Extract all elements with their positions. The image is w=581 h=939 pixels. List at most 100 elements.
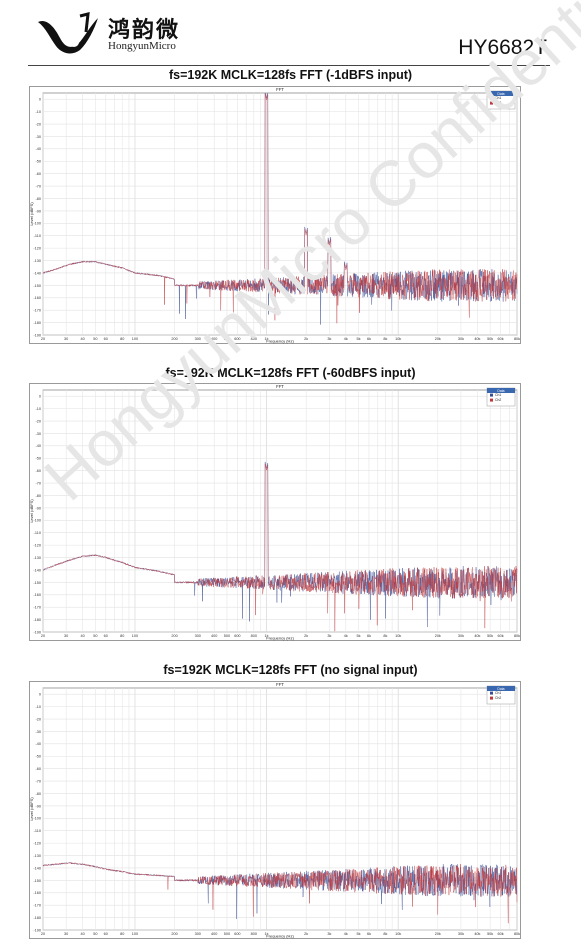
fft-chart-1: 0 -10 -20 -30 -40 -50 -60 -70 -80 -90 -100 -110 -120… — [29, 86, 521, 344]
y-tick-label: -60 — [36, 172, 42, 176]
legend-title: Data — [497, 687, 504, 691]
x-tick-label: 50 — [93, 337, 97, 341]
y-tick-label: -180 — [33, 916, 41, 920]
y-tick-label: -10 — [36, 110, 42, 114]
x-tick-label: 100 — [132, 634, 138, 638]
y-tick-label: -180 — [33, 618, 41, 622]
y-axis-label: Level (dBFS) — [29, 202, 34, 226]
x-tick-label: 80 — [120, 337, 124, 341]
y-tick-label: -10 — [36, 407, 42, 411]
series-line-ch1 — [42, 92, 518, 325]
x-tick-label: 20k — [435, 634, 441, 638]
y-tick-label: -80 — [36, 792, 42, 796]
x-tick-label: 80k — [514, 337, 520, 341]
x-tick-label: 50 — [93, 634, 97, 638]
y-tick-label: -70 — [36, 184, 42, 188]
y-tick-label: -30 — [36, 135, 42, 139]
x-tick-label: 600 — [234, 337, 240, 341]
y-tick-label: -50 — [36, 755, 42, 759]
x-tick-label: 600 — [234, 634, 240, 638]
y-tick-label: -130 — [33, 259, 41, 263]
x-tick-label: 50k — [487, 932, 493, 936]
plot-area — [42, 389, 518, 633]
y-tick-label: -90 — [36, 804, 42, 808]
y-tick-label: -30 — [36, 730, 42, 734]
x-tick-label: 200 — [171, 932, 177, 936]
x-tick-label: 20 — [41, 634, 45, 638]
x-tick-label: 3k — [327, 337, 331, 341]
legend-swatch-ch1 — [490, 393, 493, 397]
x-tick-label: 60 — [104, 634, 108, 638]
y-tick-label: -190 — [33, 333, 41, 337]
y-tick-label: -20 — [36, 717, 42, 721]
legend-label-ch1: Ch1 — [495, 96, 501, 100]
y-tick-label: -110 — [34, 234, 41, 238]
plot-area — [42, 687, 518, 931]
y-tick-label: -100 — [33, 817, 41, 821]
x-tick-label: 400 — [211, 634, 217, 638]
y-tick-label: -170 — [33, 904, 41, 908]
y-tick-label: -180 — [33, 321, 41, 325]
legend-label-ch2: Ch2 — [495, 398, 501, 402]
y-tick-label: -50 — [36, 160, 42, 164]
x-tick-label: 100 — [132, 932, 138, 936]
x-tick-label: 500 — [224, 337, 230, 341]
y-tick-label: -190 — [33, 630, 41, 634]
header-divider — [28, 65, 550, 66]
x-tick-label: 60k — [497, 634, 503, 638]
x-tick-label: 800 — [251, 634, 257, 638]
y-tick-label: 0 — [39, 98, 41, 102]
x-tick-label: 20 — [41, 337, 45, 341]
page-header: 鸿韵微 HongyunMicro HY6682T — [0, 0, 581, 64]
legend-header — [487, 91, 515, 96]
x-tick-label: 80 — [120, 634, 124, 638]
x-tick-label: 20 — [41, 932, 45, 936]
y-tick-label: -160 — [33, 296, 41, 300]
x-tick-label: 8k — [383, 337, 387, 341]
x-tick-label: 60k — [497, 337, 503, 341]
chart-title: FFT — [276, 384, 284, 389]
section-title-2: fs=192K MCLK=128fs FFT (-60dBFS input) — [165, 366, 416, 380]
x-tick-label: 60 — [104, 932, 108, 936]
fft-chart-2: 0 -10 -20 -30 -40 -50 -60 -70 -80 -90 -100 -110 -120… — [29, 383, 521, 641]
y-tick-label: -140 — [33, 866, 41, 870]
x-tick-label: 200 — [171, 634, 177, 638]
x-tick-label: 40 — [80, 634, 84, 638]
x-tick-label: 6k — [367, 932, 371, 936]
y-tick-label: -170 — [33, 606, 41, 610]
x-tick-label: 100 — [132, 337, 138, 341]
series-line-ch2 — [42, 463, 518, 632]
x-tick-label: 600 — [234, 932, 240, 936]
x-tick-label: 20k — [435, 337, 441, 341]
section-title-1: fs=192K MCLK=128fs FFT (-1dBFS input) — [168, 68, 413, 82]
x-tick-label: 20k — [435, 932, 441, 936]
x-tick-label: 4k — [344, 634, 348, 638]
legend-label-ch1: Ch1 — [495, 393, 501, 397]
y-tick-label: -100 — [33, 222, 41, 226]
y-tick-label: -170 — [33, 309, 41, 313]
y-tick-label: -70 — [36, 779, 42, 783]
x-axis-label: Frequency (Hz) — [266, 339, 294, 344]
hongyun-bird-logo-icon — [38, 12, 98, 54]
y-tick-label: -150 — [33, 284, 41, 288]
fft-chart-svg: 0 -10 -20 -30 -40 -50 -60 -70 -80 -90 -100 -110 -120… — [29, 86, 521, 344]
x-tick-label: 800 — [251, 932, 257, 936]
x-tick-label: 3k — [327, 932, 331, 936]
y-tick-label: -90 — [36, 506, 42, 510]
y-tick-label: -150 — [33, 879, 41, 883]
y-tick-label: -10 — [36, 705, 42, 709]
x-tick-label: 80k — [514, 634, 520, 638]
legend-swatch-ch2 — [490, 101, 493, 105]
y-tick-label: -40 — [36, 147, 42, 151]
plot-area — [42, 92, 518, 336]
x-tick-label: 2k — [304, 932, 308, 936]
series-line-ch2 — [42, 93, 518, 324]
y-tick-label: -50 — [36, 457, 42, 461]
series-line-ch2 — [42, 861, 518, 924]
x-tick-label: 4k — [344, 932, 348, 936]
y-tick-label: -20 — [36, 419, 42, 423]
x-tick-label: 2k — [304, 337, 308, 341]
y-tick-label: -70 — [36, 481, 42, 485]
y-tick-label: -110 — [34, 829, 41, 833]
y-tick-label: -150 — [33, 581, 41, 585]
